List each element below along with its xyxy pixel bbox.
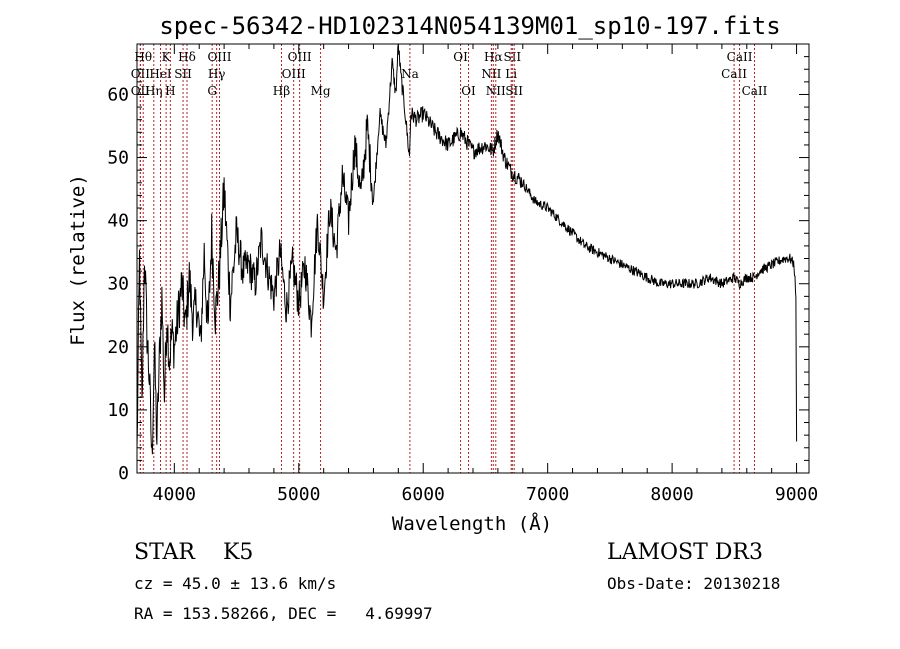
y-tick-label-5: 50 <box>107 148 129 169</box>
object-class: STAR K5 <box>134 540 254 565</box>
spectral-line-label-25: CaII <box>721 67 747 81</box>
spectral-line-label-22: Li <box>505 67 517 81</box>
spectral-line-label-3: Hη <box>145 84 163 98</box>
spectral-line-label-9: G <box>207 84 217 98</box>
spectral-line-label-5: K <box>162 50 172 64</box>
x-axis-label: Wavelength (Å) <box>392 512 552 535</box>
spectral-line-label-13: OIII <box>282 67 306 81</box>
spectral-line-label-23: SII <box>503 50 521 64</box>
spectral-line-label-0: Hθ <box>134 50 152 64</box>
chart-title: spec-56342-HD102314N054139M01_sp10-197.f… <box>159 12 780 40</box>
spectral-line-label-18: OI <box>461 84 476 98</box>
spectral-line-label-12: Hβ <box>273 84 290 98</box>
redshift-velocity: cz = 45.0 ± 13.6 km/s <box>134 574 337 593</box>
sky-coordinates: RA = 153.58266, DEC = 4.69997 <box>134 604 433 623</box>
y-tick-label-2: 20 <box>107 337 129 358</box>
x-tick-label-4: 8000 <box>650 484 693 505</box>
y-tick-label-4: 40 <box>107 211 129 232</box>
spectral-line-label-19: NII <box>481 67 501 81</box>
spectral-line-label-20: Hα <box>484 50 503 64</box>
x-tick-label-0: 4000 <box>153 484 196 505</box>
y-tick-label-6: 60 <box>107 84 129 105</box>
spectral-line-label-26: CaII <box>727 50 753 64</box>
spectral-line-label-11: OIII <box>207 50 231 64</box>
y-tick-label-0: 0 <box>118 463 129 484</box>
spectral-line-label-10: Hγ <box>208 67 226 81</box>
x-tick-label-5: 9000 <box>775 484 818 505</box>
spectral-line-label-16: Na <box>401 67 419 81</box>
spectrum-trace <box>136 43 798 455</box>
spectrum-layer <box>136 43 798 455</box>
spectral-line-label-7: SII <box>174 67 192 81</box>
spectral-line-label-21: NII <box>486 84 506 98</box>
plot-frame <box>136 43 810 474</box>
spectral-line-label-4: HeI <box>149 67 172 81</box>
spectral-line-label-14: OIII <box>288 50 312 64</box>
x-tick-label-2: 6000 <box>402 484 445 505</box>
x-tick-label-1: 5000 <box>277 484 320 505</box>
spectral-line-label-27: CaII <box>742 84 768 98</box>
x-tick-label-3: 7000 <box>526 484 569 505</box>
spectral-line-label-6: H <box>165 84 175 98</box>
axis-ticks: 4000 5000 6000 7000 8000 9000 0 10 20 30 40 50 60 <box>107 44 818 505</box>
y-tick-label-3: 30 <box>107 274 129 295</box>
y-axis-label: Flux (relative) <box>67 174 89 346</box>
spectral-lines-layer: HθOIIOIIHηHeIKHSIIHδGHγOIIIHβOIIIOIIIMgN… <box>131 44 768 473</box>
spectrum-chart: spec-56342-HD102314N054139M01_sp10-197.f… <box>67 12 818 535</box>
spectral-line-label-17: OI <box>453 50 468 64</box>
observation-date: Obs-Date: 20130218 <box>607 574 781 593</box>
survey-name: LAMOST DR3 <box>607 540 763 565</box>
spectral-line-label-8: Hδ <box>178 50 196 64</box>
spectral-line-label-24: SII <box>505 84 523 98</box>
y-tick-label-1: 10 <box>107 400 129 421</box>
spectral-line-label-15: Mg <box>311 84 331 98</box>
